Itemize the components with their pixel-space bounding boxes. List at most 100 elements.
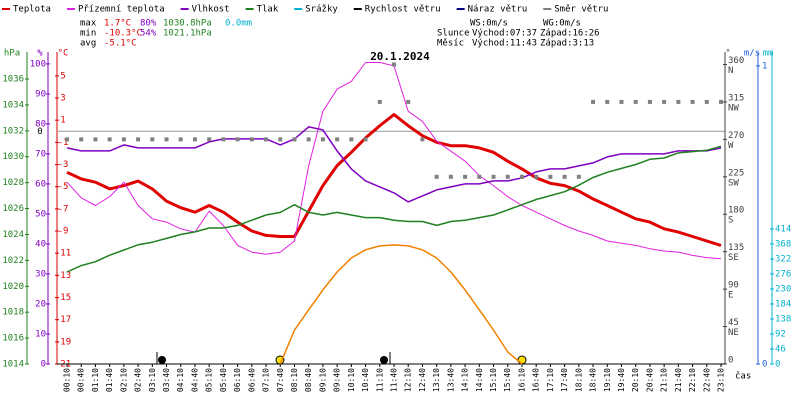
direction-point bbox=[335, 137, 340, 142]
x-tick-label: 03:10 bbox=[148, 368, 157, 392]
tick-label: 414 bbox=[775, 224, 791, 234]
info-text: Měsíc bbox=[437, 39, 464, 49]
x-tick-label: 21:10 bbox=[660, 368, 669, 392]
x-tick-label: 12:40 bbox=[418, 368, 427, 392]
tick-label: 270 bbox=[728, 131, 744, 141]
tick-label: 0 bbox=[775, 360, 780, 370]
moon-rise bbox=[380, 356, 388, 364]
axis-title: mm bbox=[763, 49, 774, 59]
tick-label: 1016 bbox=[2, 334, 24, 344]
direction-point bbox=[491, 174, 496, 179]
stat-text: 1021.1hPa bbox=[163, 29, 212, 39]
dir-label: NW bbox=[728, 103, 739, 113]
tick-label: -15 bbox=[55, 293, 71, 303]
tick-label: 135 bbox=[728, 243, 744, 253]
dir-label: S bbox=[728, 216, 733, 226]
tick-label: 1022 bbox=[2, 256, 24, 266]
tick-label: 60 bbox=[35, 179, 46, 189]
zero-label: 0 bbox=[37, 127, 42, 137]
direction-point bbox=[463, 174, 468, 179]
tick-label: 92 bbox=[775, 329, 786, 339]
tick-label: 46 bbox=[775, 344, 786, 354]
x-tick-label: 02:40 bbox=[134, 368, 143, 392]
x-tick-label: 07:10 bbox=[262, 368, 271, 392]
stat-text: -10.3°C bbox=[104, 29, 142, 39]
direction-point bbox=[662, 99, 667, 104]
tick-label: 5 bbox=[60, 71, 65, 81]
direction-point bbox=[363, 137, 368, 142]
tick-label: 1028 bbox=[2, 178, 24, 188]
direction-point bbox=[605, 99, 610, 104]
direction-point bbox=[93, 137, 98, 142]
x-tick-label: 10:40 bbox=[361, 368, 370, 392]
legend-label: Vlhkost bbox=[192, 5, 230, 15]
x-tick-label: 11:10 bbox=[375, 368, 384, 392]
stat-text: avg bbox=[80, 39, 96, 49]
direction-point bbox=[292, 137, 297, 142]
legend-label: Rychlost větru bbox=[365, 5, 441, 15]
x-tick-label: 04:40 bbox=[190, 368, 199, 392]
direction-point bbox=[647, 99, 652, 104]
legend-label: Směr větru bbox=[554, 5, 608, 15]
tick-label: 1026 bbox=[2, 204, 24, 214]
tick-label: 90 bbox=[35, 89, 46, 99]
x-tick-label: 08:10 bbox=[290, 368, 299, 392]
x-tick-label: 15:40 bbox=[503, 368, 512, 392]
x-tick-label: 14:10 bbox=[461, 368, 470, 392]
info-text: Východ:07:37 bbox=[472, 29, 537, 39]
direction-point bbox=[136, 137, 141, 142]
tick-label: 0 bbox=[728, 356, 733, 366]
info-text: WG:0m/s bbox=[543, 19, 581, 29]
tick-label: -1 bbox=[58, 138, 69, 148]
x-tick-label: 22:10 bbox=[688, 368, 697, 392]
info-text: Západ:16:26 bbox=[540, 29, 600, 39]
tick-label: 70 bbox=[35, 149, 46, 159]
series-line bbox=[66, 113, 722, 247]
x-tick-label: 18:10 bbox=[574, 368, 583, 392]
tick-label: 138 bbox=[775, 314, 791, 324]
direction-point bbox=[562, 174, 567, 179]
info-text: WS:0m/s bbox=[470, 19, 508, 29]
direction-point bbox=[121, 137, 126, 142]
tick-label: 45 bbox=[728, 318, 739, 328]
axis-title: ° bbox=[725, 49, 730, 59]
x-tick-label: 18:40 bbox=[589, 368, 598, 392]
tick-label: 1036 bbox=[2, 75, 24, 85]
x-tick-label: 09:40 bbox=[333, 368, 342, 392]
tick-label: 368 bbox=[775, 239, 791, 249]
direction-point bbox=[676, 99, 681, 104]
tick-label: -9 bbox=[58, 227, 69, 237]
x-tick-label: 03:40 bbox=[162, 368, 171, 392]
tick-label: 40 bbox=[35, 239, 46, 249]
x-tick-label: 20:40 bbox=[645, 368, 654, 392]
direction-point bbox=[349, 137, 354, 142]
direction-point bbox=[207, 137, 212, 142]
tick-label: 1 bbox=[762, 61, 767, 71]
direction-point bbox=[406, 99, 411, 104]
info-text: Východ:11:43 bbox=[472, 39, 537, 49]
moon-set bbox=[158, 356, 166, 364]
stat-text: 80% bbox=[140, 19, 157, 29]
x-tick-label: 17:10 bbox=[546, 368, 555, 392]
tick-label: -7 bbox=[58, 204, 69, 214]
x-tick-label: 06:10 bbox=[233, 368, 242, 392]
tick-label: 184 bbox=[775, 299, 791, 309]
direction-point bbox=[192, 137, 197, 142]
tick-label: 10 bbox=[35, 329, 46, 339]
x-tick-label: 16:10 bbox=[517, 368, 526, 392]
x-tick-label: 22:40 bbox=[702, 368, 711, 392]
tick-label: 315 bbox=[728, 93, 744, 103]
tick-label: 1020 bbox=[2, 282, 24, 292]
info-text: Západ:3:13 bbox=[540, 39, 594, 49]
direction-point bbox=[448, 174, 453, 179]
tick-label: -11 bbox=[55, 249, 71, 259]
tick-label: -19 bbox=[55, 337, 71, 347]
dir-label: SE bbox=[728, 253, 739, 263]
direction-point bbox=[420, 137, 425, 142]
x-tick-label: 06:40 bbox=[247, 368, 256, 392]
x-tick-label: 15:10 bbox=[489, 368, 498, 392]
dir-label: W bbox=[728, 141, 734, 151]
tick-label: 1014 bbox=[2, 360, 24, 370]
stat-text: 54% bbox=[140, 29, 157, 39]
